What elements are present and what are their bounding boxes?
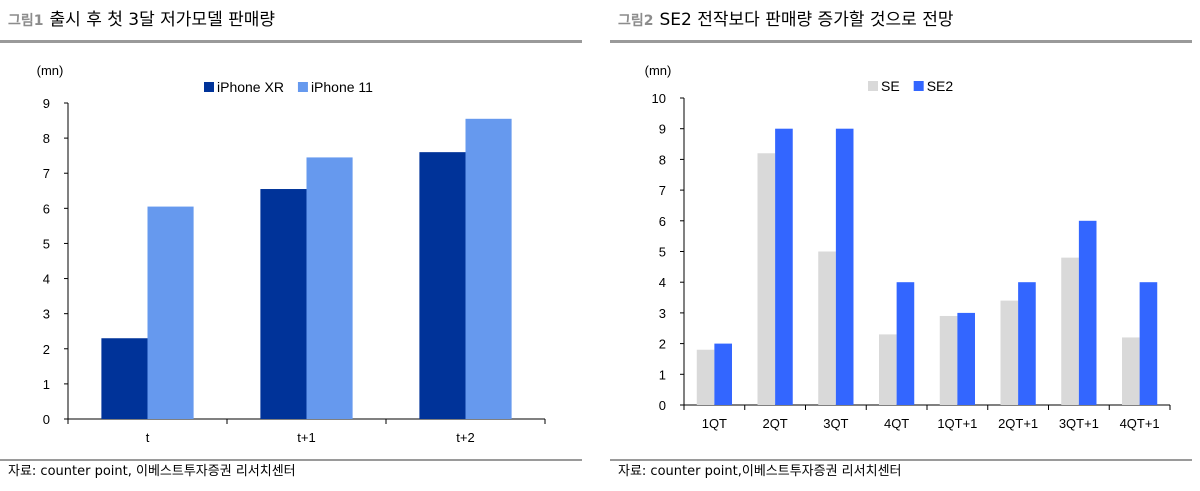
chart-1-bar-iphone-11 — [147, 206, 194, 419]
chart-1-bar-iphone-11 — [465, 118, 512, 420]
chart-2-y-tick-label: 8 — [659, 152, 666, 167]
chart-2-unit-label: (mn) — [645, 63, 672, 78]
figure-2-title-rule — [610, 40, 1192, 43]
chart-2-y-tick-label: 9 — [659, 122, 666, 137]
chart-2-bar-se2 — [957, 312, 975, 405]
figure-1-panel: 그림1 출시 후 첫 3달 저가모델 판매량 (mn) 0 1 2 3 4 5 6 7 8 9 t t+1… — [0, 0, 590, 491]
chart-1-y-tick-label: 7 — [43, 166, 50, 181]
chart-1-x-tick-label: t+1 — [297, 430, 315, 445]
chart-1-legend-swatch — [204, 82, 214, 92]
figure-2-panel: 그림2 SE2 전작보다 판매량 증가할 것으로 전망 (mn) 0 1 2 3 4 5 6 7 8… — [610, 0, 1200, 491]
chart-1-y-tick-label: 0 — [43, 412, 50, 427]
chart-2-x-tick-label: 1QT — [702, 416, 727, 431]
chart-2-x-tick-label: 2QT+1 — [998, 416, 1038, 431]
chart-1-legend-swatch — [297, 82, 308, 92]
chart-1-legend-label: iPhone XR — [217, 79, 284, 95]
chart-2-x-tick-label: 3QT+1 — [1059, 416, 1099, 431]
chart-2-x-tick-label: 2QT — [762, 416, 787, 431]
figure-1-source-rule — [0, 459, 582, 461]
chart-2-bar-se2 — [1139, 282, 1158, 405]
chart-1-y-tick-label: 3 — [43, 307, 50, 322]
chart-2-x-tick-label: 4QT — [884, 416, 909, 431]
chart-2-x-tick-label: 1QT+1 — [937, 416, 977, 431]
chart-2-legend-swatch — [868, 81, 878, 91]
chart-2-bar-se2 — [896, 282, 915, 405]
chart-1-y-tick-label: 5 — [43, 236, 50, 251]
chart-2-y-tick-label: 0 — [659, 398, 666, 413]
chart-2-bar-se — [1061, 257, 1079, 405]
figure-1-title: 그림1 출시 후 첫 3달 저가모델 판매량 — [8, 8, 275, 33]
chart-1-unit-label: (mn) — [37, 63, 64, 78]
figure-2-title: 그림2 SE2 전작보다 판매량 증가할 것으로 전망 — [618, 8, 953, 33]
chart-2-y-tick-label: 1 — [659, 367, 666, 382]
chart-2-y-tick-label: 10 — [652, 91, 666, 106]
figure-2-source-rule — [610, 459, 1192, 461]
chart-2-bar-se — [818, 251, 836, 405]
chart-1-y-tick-label: 8 — [43, 131, 50, 146]
chart-1-y-tick-label: 6 — [43, 201, 50, 216]
chart-2-y-tick-label: 7 — [659, 183, 666, 198]
chart-2-bar-se — [939, 315, 958, 405]
chart-2-bar-se2 — [714, 343, 732, 405]
figure-1-chart: (mn) 0 1 2 3 4 5 6 7 8 9 t t+1 t+2 iPhone XR iPhone 11 — [37, 63, 546, 445]
chart-2-y-tick-label: 2 — [659, 337, 666, 352]
chart-2-bar-se — [1122, 337, 1140, 405]
chart-1-y-tick-label: 4 — [43, 272, 50, 287]
chart-2-y-tick-label: 4 — [659, 275, 666, 290]
chart-2-bar-se — [757, 153, 776, 405]
chart-1-bar-iphone-11 — [306, 157, 353, 419]
figure-1-number: 그림1 — [8, 13, 44, 29]
chart-2-bar-se — [879, 334, 897, 405]
chart-2-bar-se2 — [1018, 282, 1036, 405]
chart-2-legend-label: SE2 — [927, 78, 954, 94]
figure-1-title-rule — [0, 40, 582, 43]
chart-2-bar-se2 — [1078, 220, 1097, 405]
chart-1-x-tick-label: t+2 — [456, 430, 474, 445]
figure-2-source: 자료: counter point,이베스트투자증권 리서치센터 — [618, 464, 902, 479]
chart-2-bar-se — [696, 349, 715, 405]
figure-1-source: 자료: counter point, 이베스트투자증권 리서치센터 — [8, 464, 296, 479]
chart-1-legend-label: iPhone 11 — [311, 79, 373, 95]
figure-1-title-text: 출시 후 첫 3달 저가모델 판매량 — [49, 10, 276, 30]
chart-1-y-tick-label: 2 — [43, 342, 50, 357]
chart-2-bar-se2 — [775, 128, 793, 405]
chart-2-y-tick-label: 5 — [659, 245, 666, 260]
chart-2-bar-se — [1000, 300, 1019, 405]
chart-1-y-tick-label: 1 — [43, 377, 50, 392]
chart-1-bar-iphone-xr — [101, 338, 148, 419]
chart-2-legend-swatch — [913, 81, 924, 91]
chart-1-bar-iphone-xr — [419, 152, 466, 419]
chart-1-bar-iphone-xr — [260, 189, 307, 419]
figure-2-chart: (mn) 0 1 2 3 4 5 6 7 8 9 10 1QT 2QT 3QT 4QT 1QT+1 2QT+1 3Q… — [645, 63, 1171, 431]
chart-2-y-tick-label: 3 — [659, 306, 666, 321]
figure-2-number: 그림2 — [618, 13, 654, 29]
chart-2-legend-label: SE — [881, 78, 900, 94]
chart-2-y-tick-label: 6 — [659, 214, 666, 229]
chart-1-y-tick-label: 9 — [43, 96, 50, 111]
chart-2-x-tick-label: 4QT+1 — [1120, 416, 1160, 431]
chart-2-bar-se2 — [835, 128, 854, 405]
chart-2-x-tick-label: 3QT — [823, 416, 848, 431]
chart-1-x-tick-label: t — [146, 430, 150, 445]
figure-2-title-text: SE2 전작보다 판매량 증가할 것으로 전망 — [659, 10, 954, 30]
